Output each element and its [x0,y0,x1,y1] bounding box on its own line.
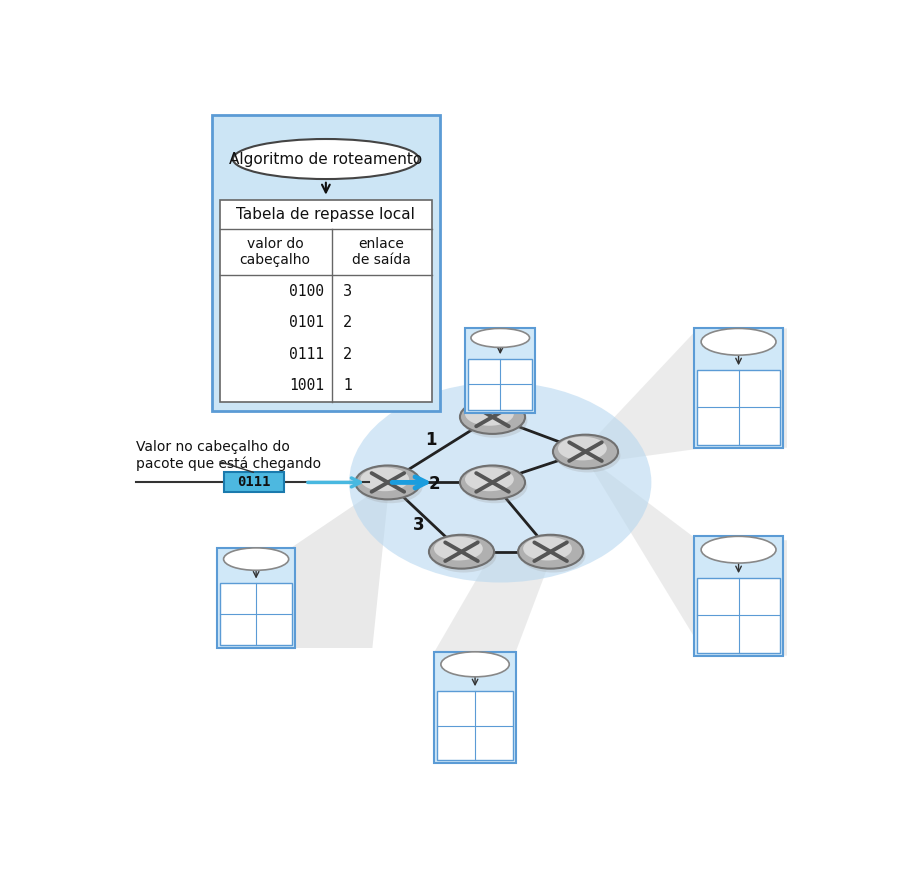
Text: 3: 3 [343,284,352,299]
Ellipse shape [460,400,525,434]
FancyBboxPatch shape [225,472,284,492]
Text: 0111: 0111 [290,347,325,362]
FancyBboxPatch shape [468,358,532,410]
Text: valor do
cabeçalho: valor do cabeçalho [239,237,310,267]
Text: 0101: 0101 [290,315,325,330]
Ellipse shape [701,536,776,563]
FancyBboxPatch shape [217,548,295,648]
Ellipse shape [431,539,496,573]
Ellipse shape [471,328,529,348]
FancyBboxPatch shape [435,652,516,764]
Text: 1: 1 [343,378,353,393]
Polygon shape [435,552,550,652]
Text: 1: 1 [425,431,437,449]
Ellipse shape [361,468,410,491]
Polygon shape [585,328,787,463]
Ellipse shape [358,470,423,503]
Ellipse shape [523,537,572,561]
Text: Valor no cabeçalho do
pacote que está chegando: Valor no cabeçalho do pacote que está ch… [136,440,321,471]
Text: enlace
de saída: enlace de saída [352,237,410,267]
Ellipse shape [441,652,510,677]
FancyBboxPatch shape [465,328,535,413]
Ellipse shape [434,537,483,561]
FancyBboxPatch shape [697,577,780,653]
FancyBboxPatch shape [694,536,783,655]
Text: 0100: 0100 [290,284,325,299]
FancyBboxPatch shape [437,690,512,760]
Ellipse shape [553,434,618,469]
Ellipse shape [224,548,289,570]
Ellipse shape [462,470,528,503]
Ellipse shape [465,468,514,491]
Text: 0111: 0111 [237,476,271,490]
Text: 2: 2 [428,475,440,493]
FancyBboxPatch shape [697,370,780,445]
FancyBboxPatch shape [220,200,432,401]
Ellipse shape [429,534,494,569]
Ellipse shape [233,139,419,179]
Ellipse shape [518,534,584,569]
Ellipse shape [465,402,514,426]
Text: 1001: 1001 [290,378,325,393]
Text: 2: 2 [343,315,353,330]
Ellipse shape [462,404,528,438]
Ellipse shape [355,465,420,499]
FancyBboxPatch shape [212,115,440,411]
FancyBboxPatch shape [694,328,783,448]
Ellipse shape [556,439,621,472]
FancyBboxPatch shape [220,583,291,645]
Ellipse shape [558,436,607,461]
Text: 2: 2 [343,347,353,362]
Text: Algoritmo de roteamento: Algoritmo de roteamento [229,152,422,166]
Text: Tabela de repasse local: Tabela de repasse local [236,207,415,222]
Ellipse shape [460,465,525,499]
Polygon shape [585,456,787,655]
Polygon shape [291,483,388,648]
Ellipse shape [520,539,585,573]
Ellipse shape [701,328,776,355]
Ellipse shape [349,382,651,583]
Text: 3: 3 [413,516,425,533]
